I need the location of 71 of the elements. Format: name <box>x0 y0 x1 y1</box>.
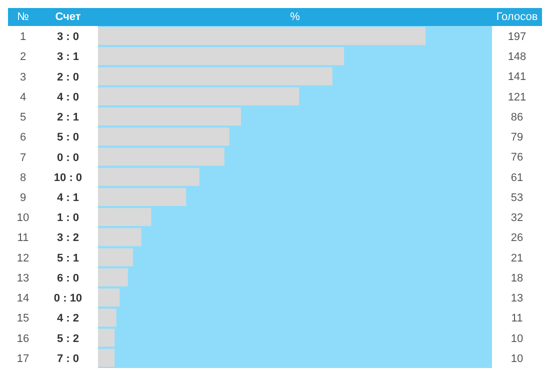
y-axis-title: Счет <box>55 11 81 23</box>
bar <box>98 128 230 146</box>
data-label: 148 <box>508 51 526 64</box>
y-tick-label: 0 : 10 <box>54 292 82 305</box>
y-tick-label: 4 : 0 <box>56 91 80 104</box>
text: 15 <box>16 312 30 325</box>
text: 8 <box>20 172 26 184</box>
text: 2 <box>20 51 26 64</box>
text: 1 <box>20 31 26 44</box>
y-tick-label: 6 : 0 <box>56 272 80 284</box>
text: 12 <box>16 252 30 264</box>
bar <box>98 268 128 286</box>
bar <box>98 208 152 226</box>
text: 4 <box>20 91 26 104</box>
data-label: 13 <box>510 292 524 305</box>
y-tick-label: 2 : 0 <box>56 71 80 84</box>
y2-axis-title: Голосов <box>496 11 538 23</box>
text: 3 <box>20 71 26 84</box>
bar <box>98 148 224 166</box>
bar <box>98 87 300 106</box>
y-tick-label: 3 : 2 <box>56 232 80 244</box>
data-label: 26 <box>510 232 524 244</box>
bar <box>98 67 332 86</box>
y-tick-label: 4 : 2 <box>56 312 80 325</box>
data-label: 10 <box>510 352 524 365</box>
text: 13 <box>16 272 30 284</box>
y-tick-label: 0 : 0 <box>56 152 80 164</box>
bar <box>98 107 241 126</box>
data-label: 11 <box>511 312 523 325</box>
data-label: 86 <box>510 111 524 124</box>
y-tick-label: 5 : 1 <box>56 252 80 264</box>
bar <box>98 248 133 266</box>
bar <box>98 47 344 66</box>
data-label: 32 <box>510 212 524 224</box>
x-axis-title: % <box>290 11 300 23</box>
bar <box>98 188 186 206</box>
data-label: 197 <box>508 31 526 43</box>
bar <box>98 228 142 246</box>
y-tick-label: 5 : 2 <box>56 332 80 345</box>
text: 6 <box>20 132 26 144</box>
data-label: 61 <box>510 172 524 184</box>
bar <box>98 348 115 367</box>
bar <box>98 328 115 347</box>
text: 17 <box>16 352 30 365</box>
bar <box>98 288 120 307</box>
text: 11 <box>17 232 29 244</box>
text: 14 <box>16 292 30 305</box>
data-label: 121 <box>508 91 526 104</box>
text: 7 <box>20 152 26 164</box>
data-label: 76 <box>510 152 524 164</box>
y-tick-label: 10 : 0 <box>54 172 82 184</box>
y-tick-label: 2 : 1 <box>56 112 80 124</box>
data-label: 18 <box>510 272 524 284</box>
y-tick-label: 3 : 1 <box>56 51 80 64</box>
data-label: 21 <box>510 252 524 264</box>
data-label: 53 <box>510 192 524 204</box>
text: 5 <box>20 112 26 124</box>
text: 10 <box>16 212 30 224</box>
y-tick-label: 1 : 0 <box>56 212 80 224</box>
text: № <box>17 11 29 23</box>
y-tick-label: 3 : 0 <box>56 31 80 44</box>
y-tick-label: 5 : 0 <box>56 132 80 144</box>
y-tick-label: 4 : 1 <box>56 192 80 204</box>
data-label: 141 <box>508 71 526 84</box>
data-label: 10 <box>510 332 524 345</box>
text: 9 <box>20 192 26 204</box>
data-label: 79 <box>510 132 524 144</box>
text: 16 <box>16 332 30 345</box>
bar <box>98 308 116 327</box>
y-tick-label: 7 : 0 <box>56 352 80 365</box>
bar <box>98 168 200 186</box>
